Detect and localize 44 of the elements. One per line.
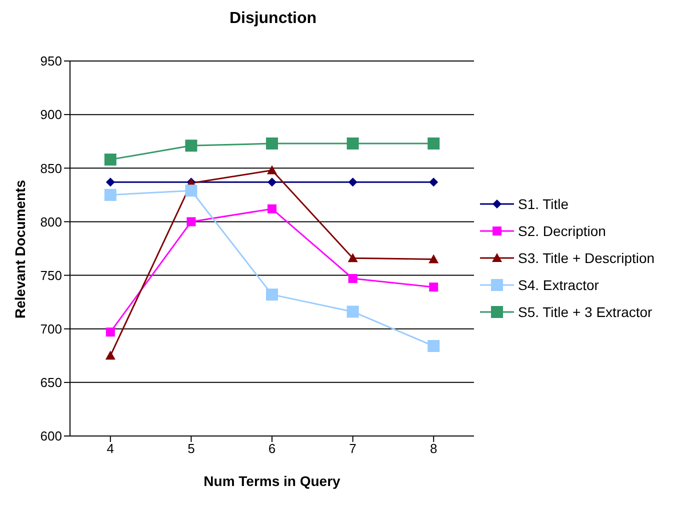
x-tick-label: 4 (106, 441, 114, 456)
legend-label: S2. Decription (518, 223, 606, 239)
x-tick-label: 6 (268, 441, 276, 456)
x-tick-label: 7 (349, 441, 356, 456)
point (429, 282, 438, 292)
y-tick-label: 850 (40, 160, 62, 176)
point (185, 140, 198, 152)
point (104, 154, 116, 166)
point (429, 178, 438, 187)
y-tick-label: 600 (40, 428, 62, 444)
x-tick-label: 8 (430, 441, 438, 456)
point (268, 204, 276, 214)
point (186, 217, 196, 226)
point (348, 274, 358, 283)
chart-title: Disjunction (228, 10, 318, 28)
x-tick-label: 5 (188, 441, 195, 456)
y-tick-label: 900 (40, 107, 62, 122)
point (266, 138, 278, 150)
point (348, 253, 358, 262)
point (348, 178, 358, 187)
y-tick-label: 750 (40, 268, 62, 283)
y-tick-label: 800 (40, 214, 62, 230)
point (106, 178, 115, 187)
legend-label: S5. Title + 3 Extractor (518, 304, 652, 320)
x-axis-title: Num Terms in Query (204, 473, 341, 489)
point (428, 340, 440, 352)
y-tick-label: 650 (40, 375, 62, 390)
point (267, 165, 277, 174)
point (105, 350, 116, 360)
point (268, 178, 276, 187)
y-axis-title: Relevant Documents (12, 180, 28, 318)
point (266, 288, 278, 301)
point (104, 188, 116, 201)
y-tick-label: 950 (40, 54, 62, 69)
point (346, 306, 359, 318)
point (428, 254, 439, 264)
y-tick-label: 700 (40, 321, 62, 336)
legend-label: S3. Title + Description (518, 250, 655, 266)
legend-label: S1. Title (518, 196, 569, 212)
legend-label: S4. Extractor (518, 277, 599, 293)
point (185, 184, 198, 197)
point (428, 138, 440, 150)
point (106, 328, 115, 337)
point (346, 138, 359, 150)
